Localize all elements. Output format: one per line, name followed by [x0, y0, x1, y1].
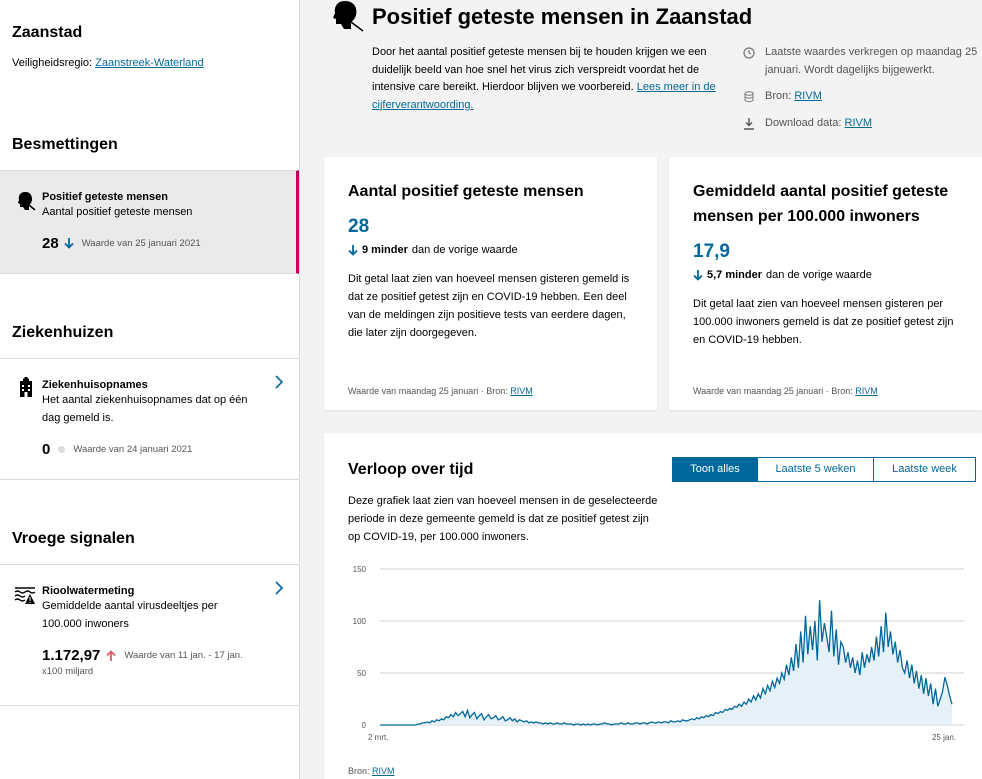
- card-average-positive: Gemiddeld aantal positief geteste mensen…: [669, 157, 982, 410]
- sewer-water-icon: [14, 587, 36, 604]
- y-tick-label: 50: [357, 669, 366, 678]
- item-value: 0: [42, 441, 51, 458]
- card-total-positive: Aantal positief geteste mensen 28 9 mind…: [324, 157, 657, 410]
- item-note: Waarde van 25 januari 2021: [81, 238, 201, 249]
- sidebar-item-positive-tests[interactable]: Positief geteste mensen Aantal positief …: [0, 170, 299, 274]
- tab-last-week[interactable]: Laatste week: [874, 457, 976, 482]
- item-value-row: 1.172,97 Waarde van 11 jan. - 17 jan.: [42, 647, 287, 664]
- y-tick-label: 0: [362, 721, 367, 730]
- intro-link[interactable]: Lees meer in de cijferverantwoording.: [372, 81, 716, 111]
- card-value: 28: [348, 216, 370, 237]
- card-text: Dit getal laat zien van hoeveel mensen g…: [693, 298, 954, 346]
- item-description: Aantal positief geteste mensen: [42, 206, 193, 218]
- card-title: Aantal positief geteste mensen: [348, 183, 584, 200]
- clock-icon: [743, 47, 755, 59]
- x-tick-label: 2 mrt.: [368, 733, 388, 742]
- card-diff: 5,7 minder dan de vorige waarde: [693, 269, 958, 281]
- chevron-right-icon[interactable]: [273, 581, 285, 595]
- item-unit: x100 miljard: [42, 666, 94, 677]
- item-value-row: 0 Waarde van 24 januari 2021: [42, 441, 287, 458]
- series-area: [380, 600, 952, 725]
- series-line: [380, 600, 953, 726]
- arrow-down-icon: [693, 269, 703, 281]
- page-meta: Laatste waardes verkregen op maandag 25 …: [743, 44, 982, 141]
- neutral-dot-icon: [58, 446, 66, 453]
- item-note: Waarde van 24 januari 2021: [73, 444, 193, 455]
- region-header: Zaanstad Veiligheidsregio: Zaanstreek-Wa…: [0, 0, 299, 120]
- arrow-up-icon: [106, 650, 117, 661]
- sidebar: Zaanstad Veiligheidsregio: Zaanstreek-Wa…: [0, 0, 300, 779]
- item-description: Het aantal ziekenhuisopnames dat op één …: [42, 394, 248, 424]
- item-title: Rioolwatermeting: [42, 585, 135, 597]
- card-value: 17,9: [693, 241, 730, 262]
- chart-source-link[interactable]: RIVM: [372, 766, 395, 776]
- meta-source: Bron: RIVM: [743, 88, 982, 106]
- page-title: Positief geteste mensen in Zaanstad: [372, 4, 753, 29]
- sidebar-item-sewer-measurement[interactable]: Rioolwatermeting Gemiddelde aantal virus…: [0, 564, 299, 706]
- hospital-building-icon: [20, 377, 32, 397]
- line-chart: 0 50 100 150 2 mrt. 25 jan.: [353, 565, 964, 742]
- meta-download: Download data: RIVM: [743, 115, 982, 133]
- chart-source: Bron: RIVM: [348, 766, 395, 776]
- region-title: Zaanstad: [12, 24, 83, 41]
- arrow-down-icon: [348, 244, 358, 256]
- category-infections: Besmettingen: [12, 136, 118, 153]
- meta-updated: Laatste waardes verkregen op maandag 25 …: [743, 44, 982, 79]
- page-intro: Door het aantal positief geteste mensen …: [372, 46, 716, 111]
- y-tick-label: 150: [353, 565, 367, 574]
- chevron-right-icon[interactable]: [273, 375, 285, 389]
- item-title: Positief geteste mensen: [42, 191, 168, 203]
- card-diff: 9 minder dan de vorige waarde: [348, 244, 633, 256]
- item-value-row: 28 Waarde van 25 januari 2021: [42, 235, 284, 252]
- tab-last-5-weeks[interactable]: Laatste 5 weken: [758, 457, 874, 482]
- tab-show-all[interactable]: Toon alles: [672, 457, 758, 482]
- item-description: Gemiddelde aantal virusdeeltjes per 100.…: [42, 600, 218, 630]
- arrow-down-icon: [64, 238, 74, 249]
- database-icon: [744, 91, 754, 103]
- card-source-link[interactable]: RIVM: [510, 386, 533, 396]
- head-profile-icon: [18, 192, 36, 211]
- item-value: 28: [42, 235, 59, 252]
- x-tick-label: 25 jan.: [932, 733, 956, 742]
- download-icon: [744, 117, 754, 130]
- y-tick-label: 100: [353, 617, 367, 626]
- category-early-signals: Vroege signalen: [12, 530, 135, 547]
- main-content: Positief geteste mensen in Zaanstad Door…: [300, 0, 982, 779]
- card-footer: Waarde van maandag 25 januari · Bron: RI…: [348, 386, 533, 396]
- card-source-link[interactable]: RIVM: [855, 386, 878, 396]
- safety-region-link[interactable]: Zaanstreek-Waterland: [95, 57, 204, 69]
- card-footer: Waarde van maandag 25 januari · Bron: RI…: [693, 386, 878, 396]
- item-value: 1.172,97: [42, 647, 101, 664]
- category-hospitals: Ziekenhuizen: [12, 324, 114, 341]
- time-range-tabs: Toon alles Laatste 5 weken Laatste week: [672, 457, 976, 482]
- card-text: Dit getal laat zien van hoeveel mensen g…: [348, 273, 630, 339]
- card-title: Verloop over tijd: [348, 461, 474, 478]
- safety-region: Veiligheidsregio: Zaanstreek-Waterland: [12, 57, 204, 69]
- source-link[interactable]: RIVM: [794, 90, 822, 102]
- head-profile-icon: [333, 1, 364, 32]
- chart-description: Deze grafiek laat zien van hoeveel mense…: [348, 495, 658, 543]
- card-title: Gemiddeld aantal positief geteste mensen…: [693, 183, 949, 225]
- item-title: Ziekenhuisopnames: [42, 379, 148, 391]
- item-note: Waarde van 11 jan. - 17 jan.: [124, 650, 243, 661]
- sidebar-item-hospital-admissions[interactable]: Ziekenhuisopnames Het aantal ziekenhuiso…: [0, 358, 299, 480]
- download-link[interactable]: RIVM: [844, 116, 873, 129]
- card-chart-over-time: Verloop over tijd Toon alles Laatste 5 w…: [324, 433, 982, 779]
